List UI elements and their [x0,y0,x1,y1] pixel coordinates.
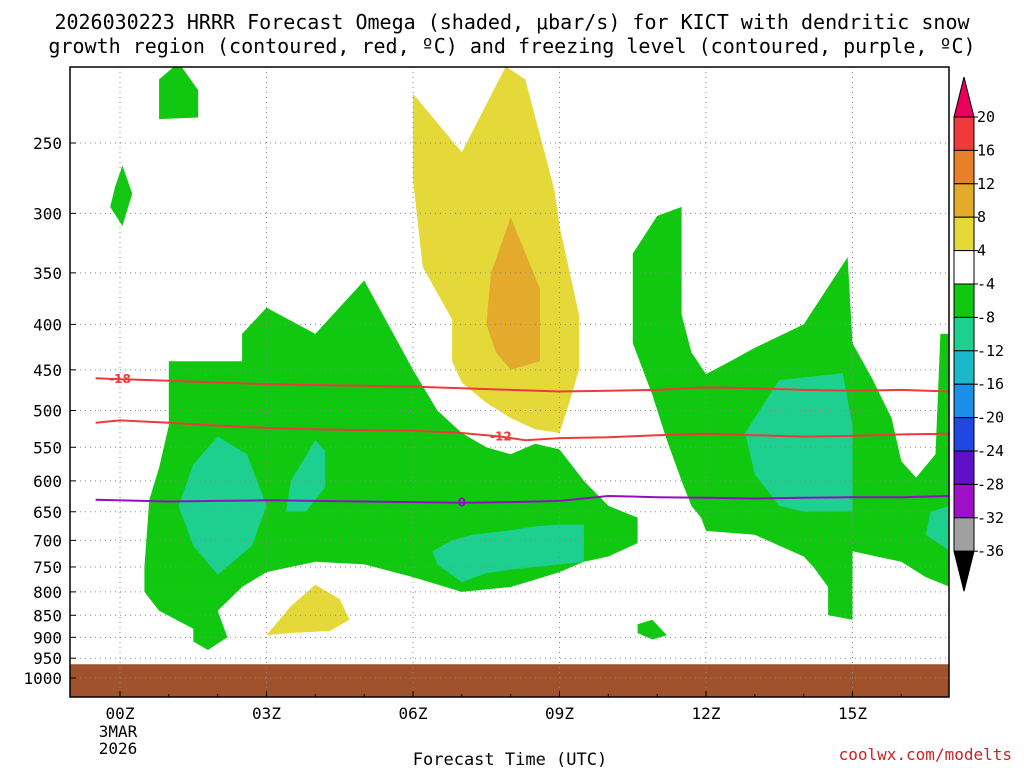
colorbar-label: -24 [977,442,1004,460]
y-tick-label: 700 [33,531,62,550]
omega-region-0 [159,67,199,120]
surface-ground [70,664,949,697]
colorbar-band [953,183,975,218]
colorbar-label: -4 [977,275,995,293]
grid-layer [70,67,949,697]
y-tick-label: 400 [33,315,62,334]
y-tick-label: 450 [33,361,62,380]
colorbar-label: -16 [977,375,1004,393]
y-tick-label: 300 [33,204,62,223]
colorbar-band [953,283,975,318]
colorbar-band [953,149,975,185]
omega-region-6 [286,440,326,512]
chart-title-line1: 2026030223 HRRR Forecast Omega (shaded, … [54,10,970,34]
colorbar-band [953,417,975,452]
colorbar-label: 16 [977,141,995,159]
y-tick-label: 850 [33,606,62,625]
contour-line-0 [95,377,949,393]
colorbar-band [953,450,975,485]
colorbar-label: 4 [977,242,986,260]
omega-region-4 [637,619,667,640]
colorbar-label: -20 [977,409,1004,427]
y-tick-label: 250 [33,134,62,153]
colorbar-label: 8 [977,208,986,226]
x-axis: 00Z 03Z 06Z 09Z 12Z 15Z [106,691,902,723]
x-tick-label: 03Z [252,704,281,723]
omega-region-9 [925,506,949,551]
colorbar-label: -8 [977,308,995,326]
contour-label-2: 0 [458,496,466,510]
y-tick-label: 350 [33,264,62,283]
colorbar-band [953,350,975,385]
y-tick-label: 750 [33,558,62,577]
credit-text: coolwx.com/modelts [839,745,1012,764]
y-axis: 250 300 350 400 450 500 550 600 650 700 750 800 850 9… [23,134,76,688]
omega-region-8 [745,373,853,512]
x-tick-label: 09Z [545,704,574,723]
x-axis-label: Forecast Time (UTC) [413,750,607,768]
colorbar-band [953,316,975,352]
contour-layer: -18 -12 0 [95,372,949,510]
colorbar-bottom-arrow [953,550,975,592]
y-tick-label: 550 [33,438,62,457]
colorbar-top-arrow [953,76,975,118]
colorbar-band [953,483,975,519]
contour-line-1 [95,419,949,442]
colorbar-label: -12 [977,342,1004,360]
y-tick-label: 800 [33,583,62,602]
y-tick-label: 500 [33,402,62,421]
colorbar-label: -36 [977,542,1004,560]
y-tick-label: 1000 [23,669,62,688]
colorbar-band [953,383,975,419]
plot-frame [69,66,950,698]
colorbar-label: 20 [977,108,995,126]
x-tick-label: 15Z [838,704,867,723]
x-tick-label: 06Z [399,704,428,723]
omega-region-11 [266,584,350,636]
omega-shading-layer [110,67,949,650]
x-date-label-year: 2026 [99,739,138,758]
colorbar-band [953,116,975,151]
colorbar: 20 16 12 8 4 -4 -8 -12 -16 -20 -24 -28 -32 -36 [953,76,1004,592]
contour-label-0: -18 [109,372,131,386]
y-tick-label: 950 [33,649,62,668]
colorbar-label: -32 [977,509,1004,527]
omega-region-7 [432,524,584,583]
y-tick-label: 600 [33,472,62,491]
y-tick-label: 650 [33,503,62,522]
x-tick-label: 00Z [106,704,135,723]
x-date-label-day: 3MAR [99,722,138,741]
omega-region-1 [110,165,133,226]
colorbar-band [953,250,975,285]
contour-line-2 [95,494,949,504]
colorbar-label: 12 [977,175,995,193]
y-tick-label: 900 [33,628,62,647]
colorbar-label: -28 [977,475,1004,493]
contour-label-1: -12 [490,430,512,444]
chart-title-line2: growth region (contoured, red, ºC) and f… [48,34,975,58]
colorbar-band [953,517,975,552]
omega-region-12 [486,217,540,370]
colorbar-band [953,216,975,252]
x-tick-label: 12Z [692,704,721,723]
